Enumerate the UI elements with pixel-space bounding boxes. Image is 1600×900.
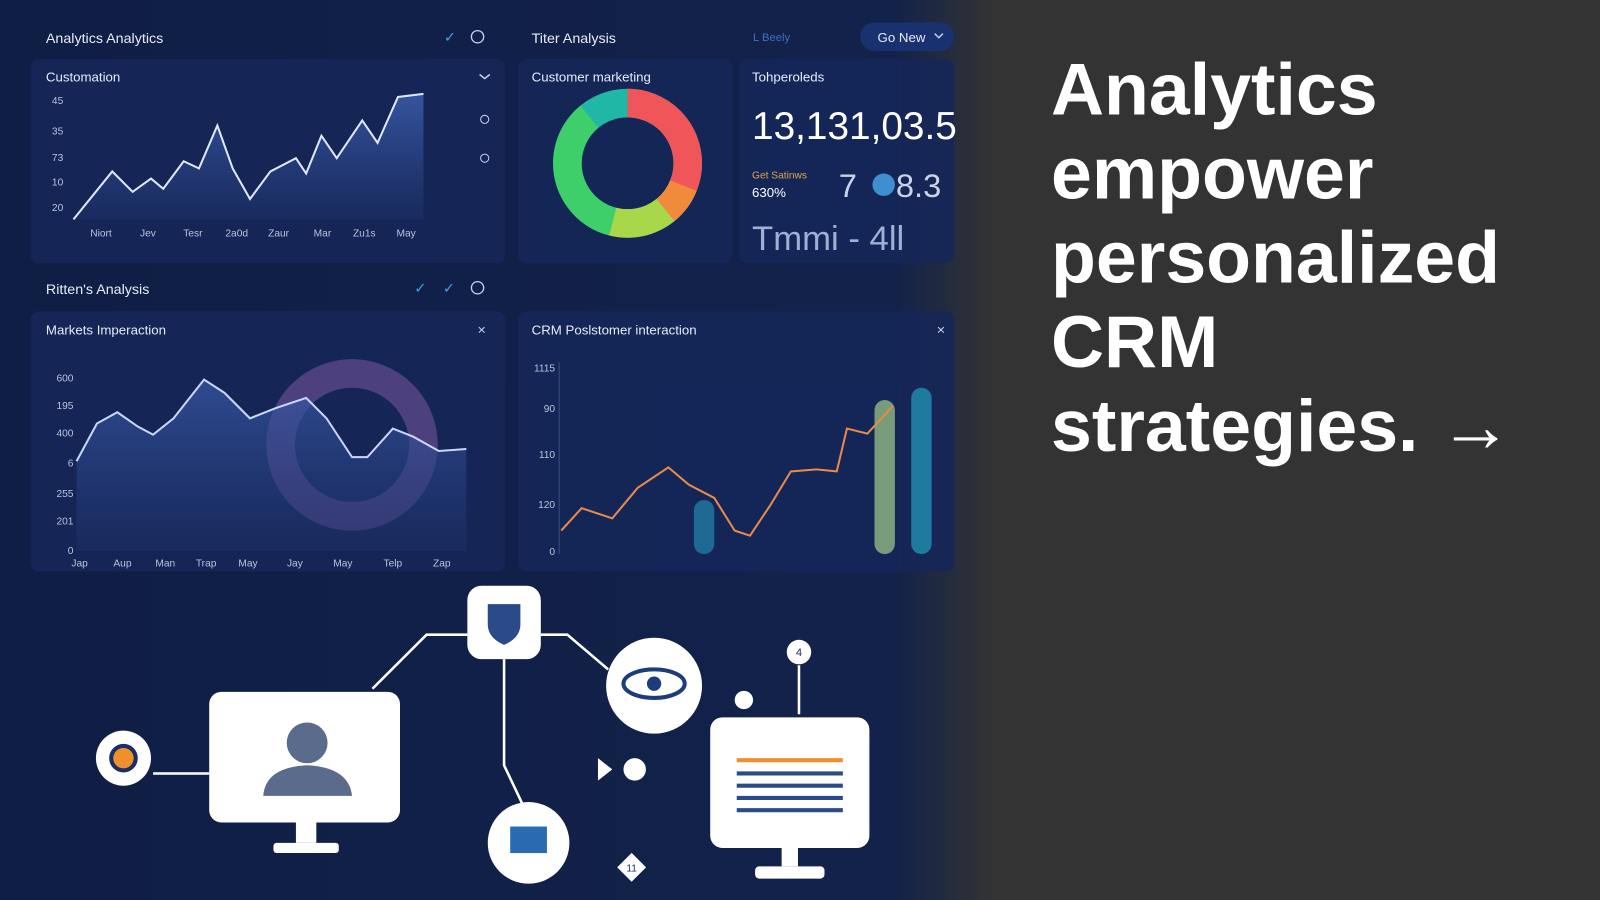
headline-line: empower	[1051, 131, 1373, 214]
section-header: Ritten's Analysis	[46, 282, 149, 298]
close-icon[interactable]: ×	[937, 323, 945, 339]
person-body	[263, 765, 353, 796]
y-tick-label: 0	[549, 547, 555, 558]
y-tick-label: 120	[538, 500, 555, 511]
x-tick-label: Tesr	[183, 229, 203, 240]
panel-title: Customation	[46, 70, 120, 85]
x-tick-label: Zu1s	[353, 229, 376, 240]
monitor	[710, 717, 870, 848]
button-label[interactable]: Go New	[878, 30, 926, 45]
x-tick-label: Telp	[384, 558, 403, 569]
bar-shape	[911, 387, 932, 555]
x-tick-label: Man	[155, 558, 175, 569]
line	[560, 405, 894, 537]
x-tick-label: Zaur	[268, 229, 290, 240]
y-tick-label: 201	[56, 516, 73, 527]
panel-header: Titer Analysis	[532, 31, 616, 47]
y-tick-label: 10	[52, 178, 64, 189]
chevron	[934, 33, 944, 39]
pupil	[646, 676, 662, 691]
badge-label: 4	[796, 647, 802, 659]
x-tick-label: May	[396, 229, 416, 240]
donut	[553, 88, 703, 238]
arrowhead	[597, 758, 613, 781]
globe-icon	[470, 280, 485, 295]
y-tick-label: 73	[52, 153, 64, 164]
headline-line: Analytics	[1051, 47, 1378, 130]
x-tick-label: Mar	[314, 229, 332, 240]
headline-line: CRM	[1051, 300, 1218, 383]
shield	[487, 604, 521, 645]
sub-label: Get Satinws	[752, 171, 807, 182]
dot	[623, 758, 646, 781]
y-tick-label: 400	[56, 429, 73, 440]
line	[72, 92, 424, 221]
x-tick-label: Jap	[71, 558, 88, 569]
person-head	[286, 722, 328, 764]
radio	[480, 114, 490, 124]
y-tick-label: 110	[539, 450, 556, 461]
x-tick-label: Zap	[433, 558, 451, 569]
area	[76, 379, 467, 552]
y-tick-label: 1115	[534, 363, 555, 374]
y-tick-label: 45	[52, 96, 64, 107]
node-dot	[109, 743, 138, 773]
panel-title: Tohperoleds	[752, 70, 825, 85]
panel-title: CRM Poslstomer interaction	[532, 323, 697, 338]
doc-lines	[736, 758, 843, 813]
x-tick-label: May	[238, 558, 258, 569]
mail	[510, 826, 547, 854]
y-tick-label: 35	[52, 127, 64, 138]
monitor-stand	[295, 822, 317, 843]
check-icon: ✓	[444, 30, 456, 46]
badge	[786, 639, 812, 665]
panel-title: Markets Imperaction	[46, 323, 166, 338]
headline-line: strategies. →	[1051, 384, 1512, 467]
diagram	[153, 633, 801, 805]
check-icon: ✓	[443, 281, 455, 297]
x-tick-label: Jay	[287, 558, 304, 569]
check-icon: ✓	[414, 281, 426, 297]
big-number: 13,131,03.5	[752, 105, 957, 148]
x-tick-label: Trap	[196, 558, 217, 569]
stat: 7	[839, 167, 857, 204]
y-tick-label: 255	[56, 489, 73, 500]
diamond	[617, 852, 647, 882]
y-tick-label: 600	[56, 374, 73, 385]
line	[75, 378, 467, 462]
panel-header: Analytics Analytics	[46, 31, 163, 47]
x-tick-label: Aup	[113, 558, 131, 569]
panel-title: Customer marketing	[532, 70, 651, 85]
close-icon[interactable]: ×	[478, 323, 486, 339]
chevron	[479, 73, 491, 80]
monitor-base	[273, 842, 339, 854]
y-tick-label: 90	[544, 404, 556, 415]
footer-stat: Tmmi - 4ll	[752, 220, 904, 258]
y-tick-label: 0	[68, 546, 74, 557]
x-tick-label: Niort	[90, 229, 112, 240]
globe-icon	[470, 29, 485, 44]
x-tick-label: May	[333, 558, 353, 569]
y-tick-label: 20	[52, 203, 64, 214]
bar-shape	[693, 500, 715, 555]
eye	[621, 667, 687, 700]
diamond-label: 11	[626, 863, 637, 874]
monitor-base	[755, 866, 825, 879]
stat: 8.3	[896, 167, 941, 204]
globe	[872, 173, 895, 196]
headline-line: personalized	[1051, 216, 1500, 299]
link: L Beely	[753, 32, 790, 44]
go-button[interactable]	[860, 22, 955, 52]
x-tick-label: Jev	[140, 229, 157, 240]
sub-value: 630%	[752, 185, 786, 200]
radio	[480, 153, 490, 163]
bar-shape	[874, 400, 895, 555]
y-tick-label: 6	[68, 458, 74, 469]
monitor-stand	[781, 847, 798, 867]
headline: AnalyticsempowerpersonalizedCRMstrategie…	[1051, 47, 1512, 467]
dot	[734, 690, 754, 710]
x-tick-label: 2a0d	[225, 229, 248, 240]
y-tick-label: 195	[56, 401, 73, 412]
